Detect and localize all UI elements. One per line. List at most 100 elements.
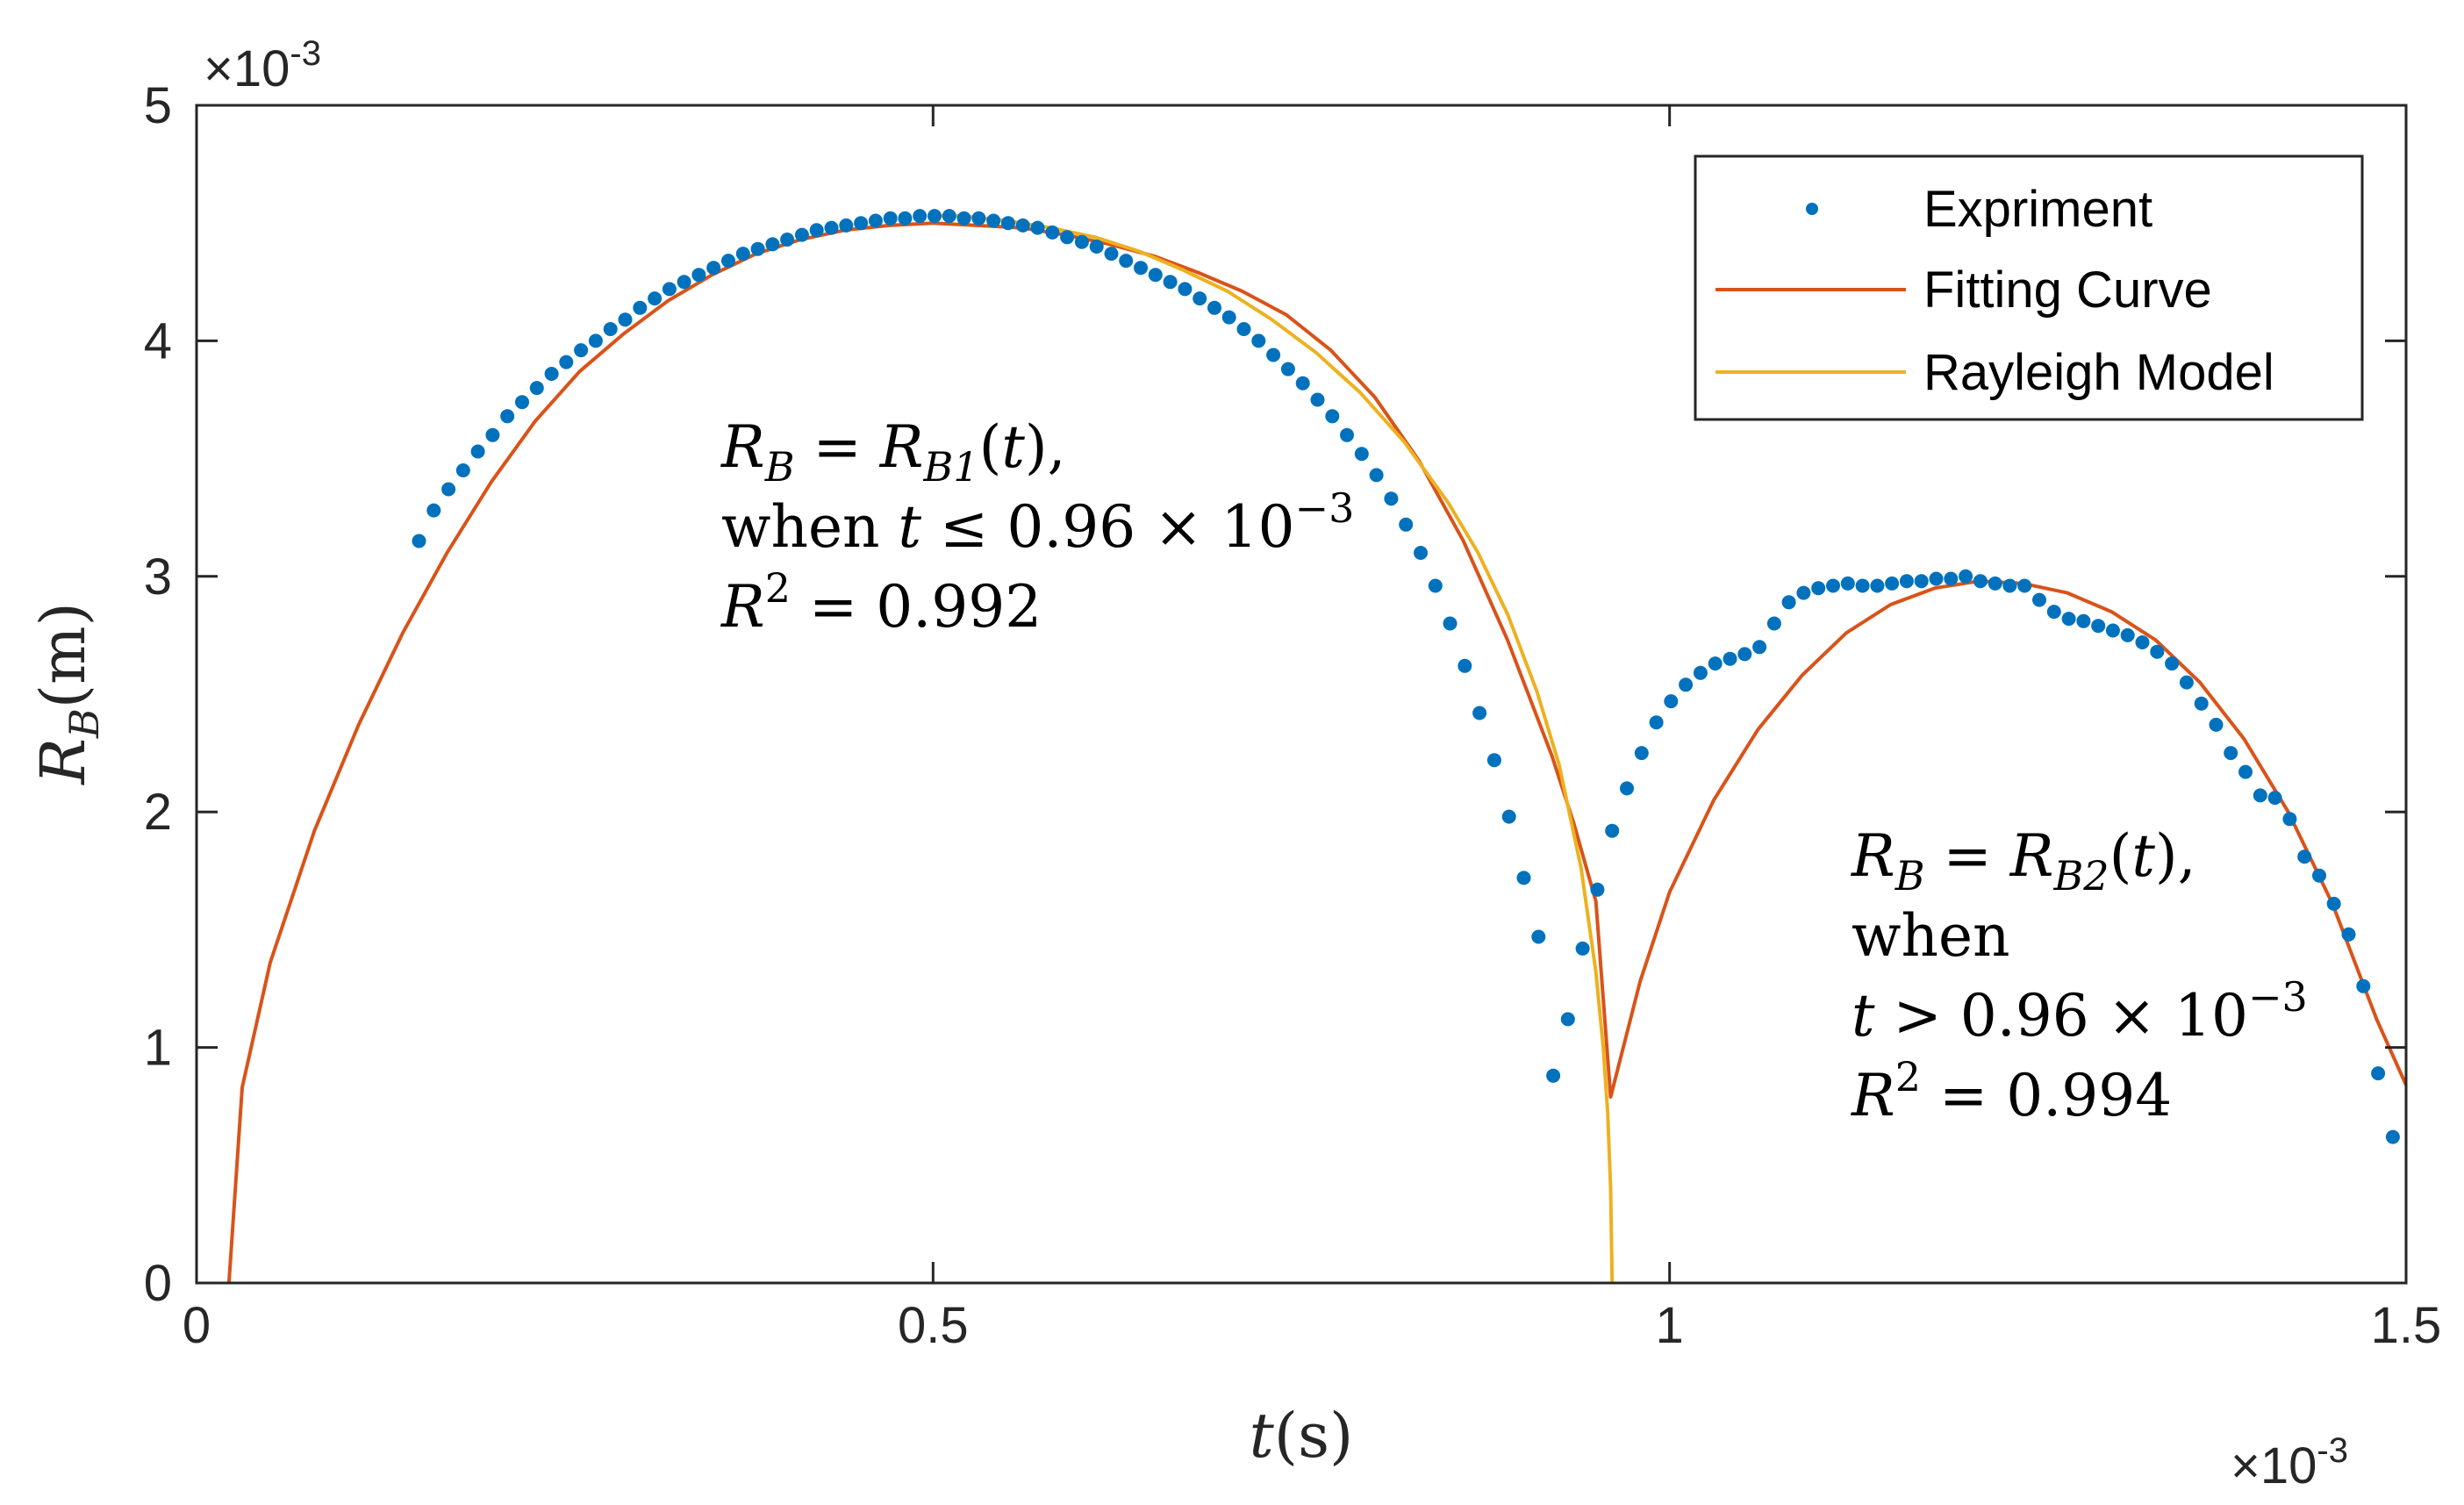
data-point — [1575, 941, 1590, 956]
data-point — [1723, 651, 1737, 666]
data-point — [1221, 310, 1236, 325]
data-point — [1988, 576, 2002, 591]
annotation-part: −3 — [1295, 484, 1355, 532]
annotation-part: > 0.96 × 10 — [1875, 982, 2248, 1050]
data-point — [2356, 978, 2371, 993]
data-point — [1914, 574, 1929, 589]
data-point — [426, 503, 441, 518]
data-point — [1369, 468, 1384, 483]
data-point — [2179, 675, 2194, 690]
data-point — [1826, 578, 1840, 593]
annotation-part: = — [1925, 822, 2010, 890]
data-point — [1560, 1012, 1575, 1027]
data-point — [2091, 619, 2106, 634]
annotation-part: = 0.992 — [791, 573, 1042, 641]
annotation-part: B2 — [2052, 852, 2109, 899]
data-point — [721, 254, 735, 269]
data-point — [2076, 613, 2091, 628]
annotation-part: ), — [2155, 822, 2196, 890]
data-point — [2105, 623, 2120, 638]
data-point — [735, 247, 750, 262]
data-point — [1443, 616, 1458, 631]
data-point — [1885, 576, 1900, 591]
data-point — [1310, 392, 1325, 407]
data-point — [1193, 291, 1207, 306]
data-point — [1207, 300, 1221, 315]
data-point — [1251, 333, 1266, 348]
data-point — [2135, 635, 2150, 649]
data-point — [2297, 849, 2312, 864]
y-axis-title-unit: (m) — [27, 602, 99, 708]
series-line-rayleigh-model — [937, 214, 1615, 1283]
annotation-part: R — [879, 413, 924, 481]
annotation-line: when — [1852, 902, 2010, 970]
data-point — [1664, 694, 1679, 709]
annotation-part: R — [720, 573, 765, 641]
data-point — [1649, 715, 1664, 730]
data-point — [1089, 240, 1104, 254]
data-point — [648, 291, 663, 306]
data-point — [854, 216, 869, 231]
x-tick-label: 0 — [183, 1297, 211, 1354]
data-point — [1531, 929, 1546, 944]
data-point — [1737, 647, 1752, 662]
data-point — [971, 211, 986, 226]
data-point — [455, 463, 470, 477]
legend-label-experiment: Expriment — [1923, 181, 2152, 238]
data-point — [1708, 656, 1723, 671]
data-point — [441, 482, 456, 497]
annotation-part: R — [2009, 822, 2054, 890]
data-point — [1340, 427, 1354, 442]
data-point — [2150, 644, 2165, 659]
annotation-part: = 0.994 — [1921, 1062, 2172, 1129]
data-point — [470, 444, 485, 459]
data-point — [839, 218, 854, 233]
data-point — [2017, 578, 2032, 593]
data-point — [485, 427, 500, 442]
data-point — [1148, 268, 1163, 283]
data-point — [1178, 282, 1193, 297]
data-point — [1752, 640, 1767, 655]
y-exponent-base: ×10 — [204, 40, 290, 97]
data-point — [2385, 1129, 2400, 1144]
data-point — [529, 381, 544, 396]
x-ticks: 0 0.5 1 1.5 — [183, 105, 2441, 1354]
annotation-line: RB = RB1(t), — [720, 413, 1066, 491]
data-point — [618, 312, 633, 327]
annotation-line: RB = RB2(t), — [1851, 822, 2196, 899]
data-point — [2267, 791, 2282, 806]
legend-label-fitting: Fitting Curve — [1923, 262, 2212, 319]
data-point — [780, 233, 795, 247]
data-point — [1855, 578, 1870, 593]
data-point — [2224, 746, 2238, 761]
annotation-line: R2 = 0.994 — [1851, 1053, 2172, 1129]
data-point — [913, 209, 928, 224]
plot-area — [226, 209, 2406, 1283]
x-tick-label: 1 — [1656, 1297, 1684, 1354]
series-points-expriment — [412, 209, 2400, 1144]
data-point — [1973, 574, 1988, 589]
data-point — [2312, 868, 2326, 883]
data-point — [1679, 677, 1694, 692]
y-tick-label: 5 — [144, 77, 172, 134]
data-point — [1104, 247, 1119, 262]
data-point — [956, 211, 971, 226]
data-point — [603, 322, 618, 336]
data-point — [1060, 230, 1075, 245]
data-point — [1605, 823, 1620, 838]
data-point — [1015, 218, 1030, 233]
axes-box — [195, 104, 2408, 1285]
annotations: RB = RB1(t),when t ≤ 0.96 × 10−3R2 = 0.9… — [720, 413, 2308, 1129]
data-point — [1399, 517, 1414, 532]
x-tick-label: 0.5 — [898, 1297, 969, 1354]
x-exponent-power: -3 — [2317, 1431, 2348, 1470]
data-point — [2341, 927, 2356, 942]
data-point — [1870, 578, 1885, 593]
annotation-part: R — [1851, 1062, 1895, 1129]
data-point — [1295, 376, 1310, 391]
legend-label-rayleigh: Rayleigh Model — [1923, 344, 2274, 401]
data-point — [1428, 578, 1443, 593]
annotation-1: RB = RB1(t),when t ≤ 0.96 × 10−3R2 = 0.9… — [720, 413, 1354, 641]
data-point — [1486, 753, 1501, 768]
